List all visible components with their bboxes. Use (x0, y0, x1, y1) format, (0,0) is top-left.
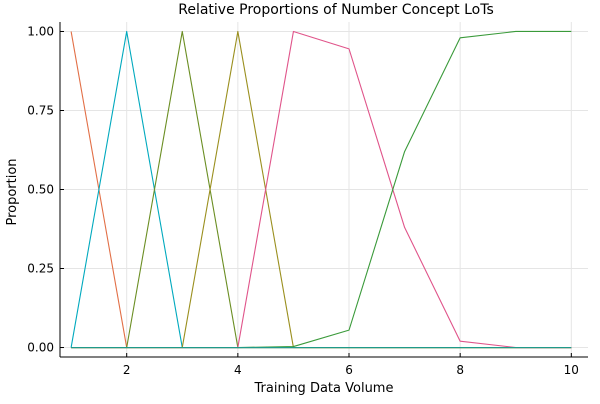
y-tick-label: 0.25 (27, 262, 54, 276)
x-tick-label: 8 (456, 363, 464, 377)
x-tick-label: 6 (345, 363, 353, 377)
chart-title: Relative Proportions of Number Concept L… (178, 2, 494, 18)
x-tick-label: 4 (234, 363, 242, 377)
y-tick-label: 0.50 (27, 183, 54, 197)
grid (60, 22, 588, 357)
axes (59, 22, 588, 358)
x-tick-label: 10 (564, 363, 579, 377)
y-tick-label: 1.00 (27, 24, 54, 38)
x-axis-title: Training Data Volume (254, 381, 394, 396)
tick-labels: 2 4 6 8 10 0.00 0.25 0.50 0.75 1.00 (27, 24, 579, 377)
y-tick-label: 0.00 (27, 341, 54, 355)
y-tick-label: 0.75 (27, 103, 54, 117)
series-lines (70, 30, 572, 349)
x-tick-label: 2 (123, 363, 131, 377)
y-axis-title: Proportion (5, 158, 20, 225)
